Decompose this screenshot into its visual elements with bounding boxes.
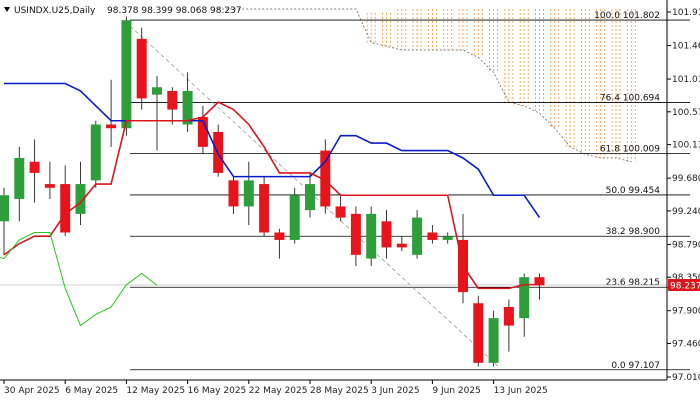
y-axis-tick-label: 101.010 <box>672 75 700 85</box>
bearish-candle <box>259 184 270 233</box>
bearish-candle <box>167 90 178 110</box>
y-axis-tick-label: 99.240 <box>672 207 700 217</box>
y-axis-tick-label: 98.790 <box>672 240 700 250</box>
price-badge-label: 98.237 <box>670 282 700 292</box>
x-axis-tick-label: 6 May 2025 <box>65 386 118 396</box>
bearish-candle <box>136 38 147 99</box>
symbol-label: USINDX.U25,Daily <box>14 6 96 16</box>
bearish-candle <box>228 180 239 207</box>
x-axis-tick-label: 3 Jun 2025 <box>371 386 419 396</box>
x-axis-tick-label: 12 May 2025 <box>126 386 185 396</box>
x-axis-tick-label: 30 Apr 2025 <box>4 386 60 396</box>
bearish-candle <box>350 213 361 255</box>
fib-level-label: 0.0 97.107 <box>611 361 660 371</box>
fib-level-label: 61.8 100.009 <box>600 145 660 155</box>
fib-level-label: 100.0 101.802 <box>594 11 660 21</box>
price-badge <box>668 279 700 291</box>
bearish-candle <box>473 303 484 363</box>
y-axis-tick-label: 98.350 <box>672 273 700 283</box>
y-axis-tick-label: 97.460 <box>672 339 700 349</box>
bearish-candle <box>335 206 346 218</box>
bullish-candle <box>152 87 162 95</box>
bearish-candle <box>396 243 407 248</box>
x-axis-tick-label: 22 May 2025 <box>249 386 308 396</box>
bullish-candle <box>182 90 193 125</box>
bearish-candle <box>44 184 55 188</box>
bearish-candle <box>534 277 545 286</box>
x-axis-tick-label: 16 May 2025 <box>188 386 247 396</box>
fib-level-label: 50.0 99.454 <box>606 186 661 196</box>
fib-level-label: 76.4 100.694 <box>600 94 660 104</box>
tenkan-sen-line <box>3 101 540 290</box>
y-axis-tick-label: 100.570 <box>672 108 700 118</box>
indicator-lines <box>0 82 541 327</box>
y-axis-tick-label: 99.680 <box>672 174 700 184</box>
bearish-candle <box>503 306 514 326</box>
kijun-sen-line <box>4 82 541 219</box>
bullish-candle <box>90 124 101 181</box>
bullish-candle <box>488 318 499 363</box>
chikou-span-line <box>0 231 158 327</box>
x-axis-tick-label: 13 Jun 2025 <box>494 386 548 396</box>
bearish-candle <box>320 150 331 207</box>
bearish-candle <box>29 161 40 173</box>
y-axis: 101.910 101.460 101.010 100.570 100.130 99.68… <box>667 8 700 383</box>
y-axis-tick-label: 97.900 <box>672 307 700 317</box>
bullish-candle <box>243 180 254 207</box>
y-axis-tick-label: 101.460 <box>672 42 700 52</box>
x-axis-tick-label: 9 Jun 2025 <box>432 386 480 396</box>
ohlc-readout: 98.378 98.399 98.068 98.237 <box>107 6 242 16</box>
ichimoku-cloud <box>218 8 636 163</box>
bearish-candle <box>381 221 392 248</box>
bullish-candle <box>412 217 423 255</box>
cloud-edge-line <box>218 8 632 163</box>
bearish-candle <box>197 117 208 147</box>
y-axis-tick-label: 97.010 <box>672 373 700 383</box>
bullish-candle <box>305 184 315 211</box>
y-axis-tick-label: 100.130 <box>672 141 700 151</box>
bearish-candle <box>427 232 438 240</box>
bullish-candle <box>442 236 453 240</box>
y-axis-tick-label: 101.910 <box>672 8 700 18</box>
bullish-candle <box>75 184 86 214</box>
fibonacci-levels: 100.0 101.802 76.4 100.694 61.8 100.009 50.… <box>130 11 690 371</box>
bullish-candle <box>0 195 9 222</box>
x-axis: 30 Apr 2025 6 May 2025 12 May 2025 16 May 2… <box>3 380 548 396</box>
bullish-candle <box>366 213 377 259</box>
x-axis-tick-label: 28 May 2025 <box>310 386 369 396</box>
fib-level-label: 23.6 98.215 <box>606 278 660 288</box>
fib-level-label: 38.2 98.900 <box>606 227 661 237</box>
bullish-candle <box>289 195 300 240</box>
bullish-candle <box>14 158 25 199</box>
bearish-candle <box>274 232 285 240</box>
bullish-candle <box>121 20 132 129</box>
bearish-candle <box>60 184 71 233</box>
bearish-candle <box>106 124 117 129</box>
dropdown-triangle-icon[interactable] <box>4 7 10 12</box>
bullish-candle <box>519 277 530 319</box>
